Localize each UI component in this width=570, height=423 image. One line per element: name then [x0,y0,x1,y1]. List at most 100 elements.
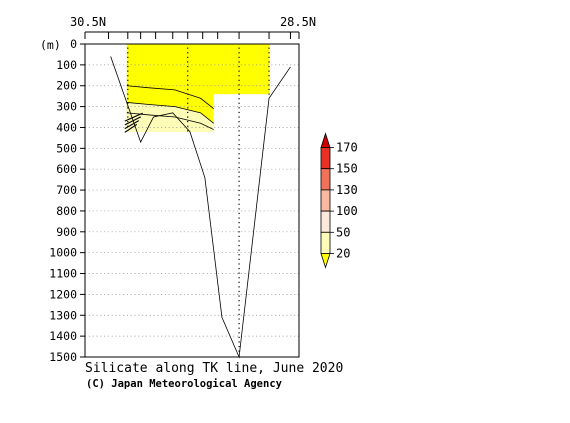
sample-point [238,267,240,270]
y-tick-label: 300 [56,100,77,114]
legend-swatch [320,189,331,212]
credit-text: (C) Japan Meteorological Agency [86,378,283,390]
sample-point [187,125,189,127]
legend-tip-bottom [320,253,331,269]
sample-point [238,263,240,265]
y-tick-label: 200 [56,79,77,93]
sample-point [238,203,240,205]
sample-point [187,93,189,95]
contour-line [126,102,214,124]
sample-point [238,194,240,196]
sample-point [238,212,240,215]
sample-point [238,148,240,150]
sample-point [238,290,240,293]
y-tick-label: 400 [56,120,77,134]
sample-point [238,88,240,91]
sample-point [187,47,189,49]
sample-point [268,65,270,68]
sample-point [187,79,189,81]
sample-point [238,98,240,100]
legend-swatch [320,168,331,191]
sample-point [127,52,129,54]
sample-point [127,61,129,63]
sample-point [127,65,129,68]
sample-point [238,107,240,109]
sample-point [238,336,240,338]
sample-point [238,208,240,210]
sample-point [127,56,129,58]
sample-point [238,327,240,329]
sample-point [238,304,240,306]
contour-line [126,112,214,130]
sample-point [268,56,270,58]
legend-swatch [320,210,331,233]
sample-point [238,217,240,219]
sample-point [187,111,189,114]
sample-point [238,222,240,224]
sample-point [238,249,240,251]
sample-point [238,139,240,141]
y-tick-label: 0 [70,37,77,51]
sample-point [127,79,129,81]
sample-point [238,143,240,146]
sample-point [187,116,189,118]
sample-point [238,189,240,192]
y-tick-label: 1500 [49,350,77,364]
sample-point [187,130,189,132]
sample-point [238,157,240,159]
sample-point [187,88,189,91]
legend-label: 130 [336,183,358,197]
lat-label-right: 28.5N [280,15,316,29]
color-legend: 170 150 130 100 50 20 [320,132,358,269]
sample-point [127,102,129,104]
sample-point [187,75,189,77]
sample-point [238,277,240,279]
sample-point [127,70,129,72]
lat-label-left: 30.5N [70,15,106,29]
sample-point [127,47,129,49]
contour-lines [124,85,214,133]
sample-point [187,56,189,58]
sample-point [127,84,129,86]
sample-point [238,79,240,81]
sample-point [238,47,240,49]
sample-point [238,166,240,169]
chart-title: Silicate along TK line, June 2020 [85,361,343,376]
sample-point [127,111,129,114]
sample-point [187,65,189,68]
sample-point [268,52,270,54]
sample-point [238,199,240,201]
sample-point [127,125,129,127]
legend-swatch [320,147,331,170]
sample-point [238,153,240,155]
sample-point [238,121,240,123]
sample-point [127,116,129,118]
sample-point [238,240,240,242]
sample-point [268,61,270,63]
plot-border [84,43,300,358]
sample-point [238,171,240,173]
sample-point [238,313,240,316]
legend-label: 150 [336,162,358,176]
sample-point [127,121,129,123]
sample-point [187,84,189,86]
sample-point [268,47,270,49]
sample-point [238,295,240,297]
sample-point [238,130,240,132]
sample-point [268,93,270,95]
sample-point [187,61,189,63]
sample-point [127,98,129,100]
sample-point [238,309,240,311]
sample-point [238,231,240,233]
contour-line [126,85,214,110]
sample-point [238,185,240,187]
plot-frame [84,43,300,358]
sample-point [238,93,240,95]
sample-point [187,98,189,100]
sample-point [238,350,240,352]
sample-point [238,244,240,247]
gridlines [85,64,299,337]
sample-point [238,323,240,325]
sample-point [238,162,240,164]
sample-point [238,176,240,178]
